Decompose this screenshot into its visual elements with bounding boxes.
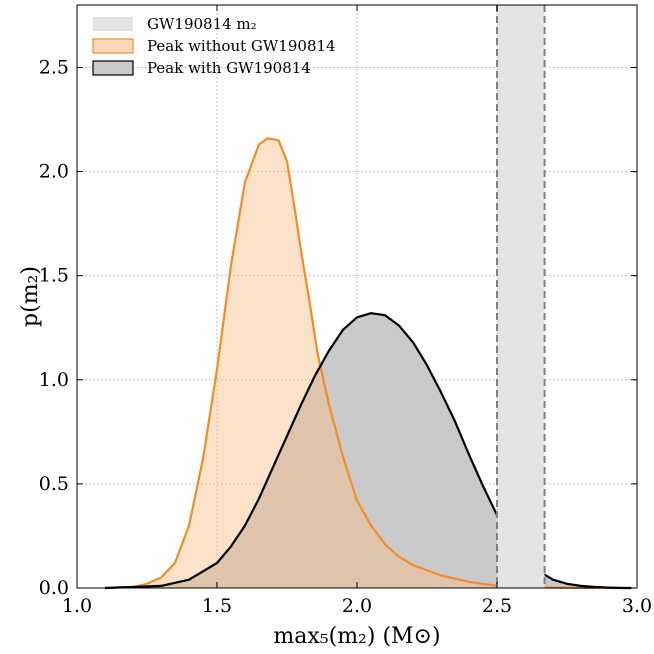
series-line-without-gw190814 [104, 137, 632, 590]
legend-label-2: Peak with GW190814 [147, 59, 311, 77]
x-tick-label-4: 3.0 [622, 595, 652, 617]
legend-label-0: GW190814 m₂ [147, 15, 257, 33]
y-tick-label-4: 2.0 [39, 161, 69, 183]
x-tick-label-3: 2.5 [482, 595, 512, 617]
y-tick-label-1: 0.5 [39, 473, 69, 495]
y-tick-label-2: 1.0 [39, 369, 69, 391]
y-tick-label-3: 1.5 [39, 265, 69, 287]
y-tick-label-5: 2.5 [39, 56, 69, 78]
band-fill [497, 5, 545, 588]
series-layer [104, 137, 632, 590]
legend-label-1: Peak without GW190814 [147, 37, 336, 55]
gw190814-band [496, 5, 546, 588]
ticks: 1.0 1.5 2.0 2.5 3.0 0.0 0.5 1.0 1.5 2.0 2.5 [39, 5, 652, 617]
y-axis-label: p(m₂) [18, 266, 43, 327]
x-tick-label-1: 1.5 [202, 595, 232, 617]
x-tick-label-0: 1.0 [62, 595, 92, 617]
series-line-with-gw190814 [104, 312, 632, 590]
legend-swatch-2 [92, 60, 134, 76]
x-axis-label: max₅(m₂) (M⊙) [273, 624, 440, 649]
legend: GW190814 m₂ Peak without GW190814 Peak wit… [92, 15, 336, 77]
series-fill-with-gw190814 [105, 313, 632, 588]
legend-swatch-1 [92, 38, 134, 54]
x-tick-label-2: 2.0 [342, 595, 372, 617]
series-fill-without-gw190814 [105, 138, 632, 589]
y-tick-label-0: 0.0 [39, 577, 69, 599]
legend-swatch-0 [93, 17, 133, 31]
